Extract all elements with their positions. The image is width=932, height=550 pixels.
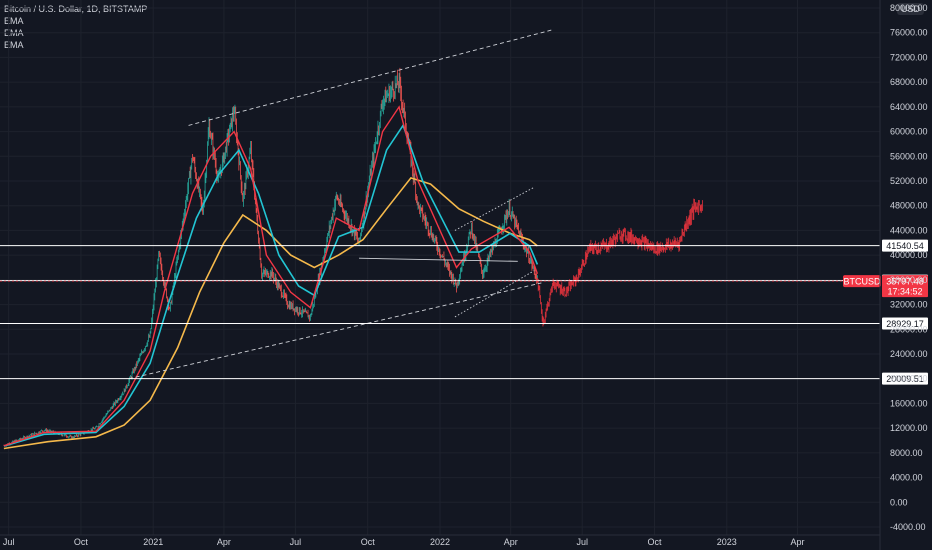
chart-title: Bitcoin / U.S. Dollar, 1D, BITSTAMP <box>4 4 148 14</box>
x-tick-label: Oct <box>74 537 89 547</box>
y-tick-label: 72000.00 <box>890 52 928 62</box>
x-tick-label: Apr <box>790 537 804 547</box>
y-tick-label: 48000.00 <box>890 201 928 211</box>
y-tick-label: 64000.00 <box>890 102 928 112</box>
level-label-box <box>882 317 928 330</box>
y-tick-label: 28000.00 <box>890 324 928 334</box>
current-price-label: 35797.48 <box>886 277 924 287</box>
ticker-label: BTCUSD <box>843 277 881 287</box>
ema-slow-line <box>3 176 538 450</box>
x-tick-label: Jul <box>3 537 15 547</box>
indicator-ema-3[interactable]: EMA <box>4 40 24 50</box>
x-tick-label: Jul <box>290 537 302 547</box>
trend-line <box>188 29 554 126</box>
y-tick-label: 4000.00 <box>890 473 923 483</box>
y-tick-label: 36000.00 <box>890 275 928 285</box>
y-tick-label: 8000.00 <box>890 448 923 458</box>
current-price-box <box>882 275 928 298</box>
y-tick-label: 20000.00 <box>890 374 928 384</box>
y-tick-label: 40000.00 <box>890 250 928 260</box>
x-tick-label: Apr <box>504 537 518 547</box>
indicator-ema-1[interactable]: EMA <box>4 16 24 26</box>
level-label: 41540.54 <box>886 241 924 251</box>
x-tick-label: Oct <box>647 537 662 547</box>
y-tick-label: 76000.00 <box>890 28 928 38</box>
ema-mid-line <box>3 123 539 447</box>
x-tick-label: 2023 <box>717 537 737 547</box>
x-tick-label: 2021 <box>143 537 163 547</box>
ema-fast-line <box>3 105 539 447</box>
y-tick-label: -4000.00 <box>890 522 926 532</box>
trend-line <box>454 270 535 318</box>
x-tick-label: Jul <box>576 537 588 547</box>
currency-button[interactable]: USD <box>896 3 924 15</box>
trend-line <box>454 186 535 231</box>
y-tick-label: 52000.00 <box>890 176 928 186</box>
chart-levels: 41540.5435877.8728929.1720009.51BTCUSD35… <box>0 239 928 385</box>
candles-projection <box>537 198 703 327</box>
level-label-box <box>882 239 928 252</box>
level-label: 28929.17 <box>886 319 924 329</box>
y-tick-label: 68000.00 <box>890 77 928 87</box>
y-tick-label: 24000.00 <box>890 349 928 359</box>
y-tick-label: 32000.00 <box>890 300 928 310</box>
chart-series <box>3 29 703 450</box>
y-tick-label: 56000.00 <box>890 151 928 161</box>
trend-line <box>128 282 542 380</box>
x-tick-label: Apr <box>217 537 231 547</box>
chart-grid <box>0 0 880 535</box>
y-tick-label: 80000.00 <box>890 3 928 13</box>
level-label-box <box>882 372 928 385</box>
y-tick-label: 44000.00 <box>890 225 928 235</box>
y-tick-label: 0.00 <box>890 497 908 507</box>
countdown-label: 17:34:52 <box>887 287 922 297</box>
x-tick-label: Oct <box>361 537 376 547</box>
trend-line <box>359 257 518 262</box>
y-tick-label: 16000.00 <box>890 398 928 408</box>
level-label: 20009.51 <box>886 374 924 384</box>
y-tick-label: 12000.00 <box>890 423 928 433</box>
ticker-badge <box>843 275 881 288</box>
x-tick-label: 2022 <box>430 537 450 547</box>
candles-history <box>3 67 538 447</box>
y-tick-label: 60000.00 <box>890 127 928 137</box>
